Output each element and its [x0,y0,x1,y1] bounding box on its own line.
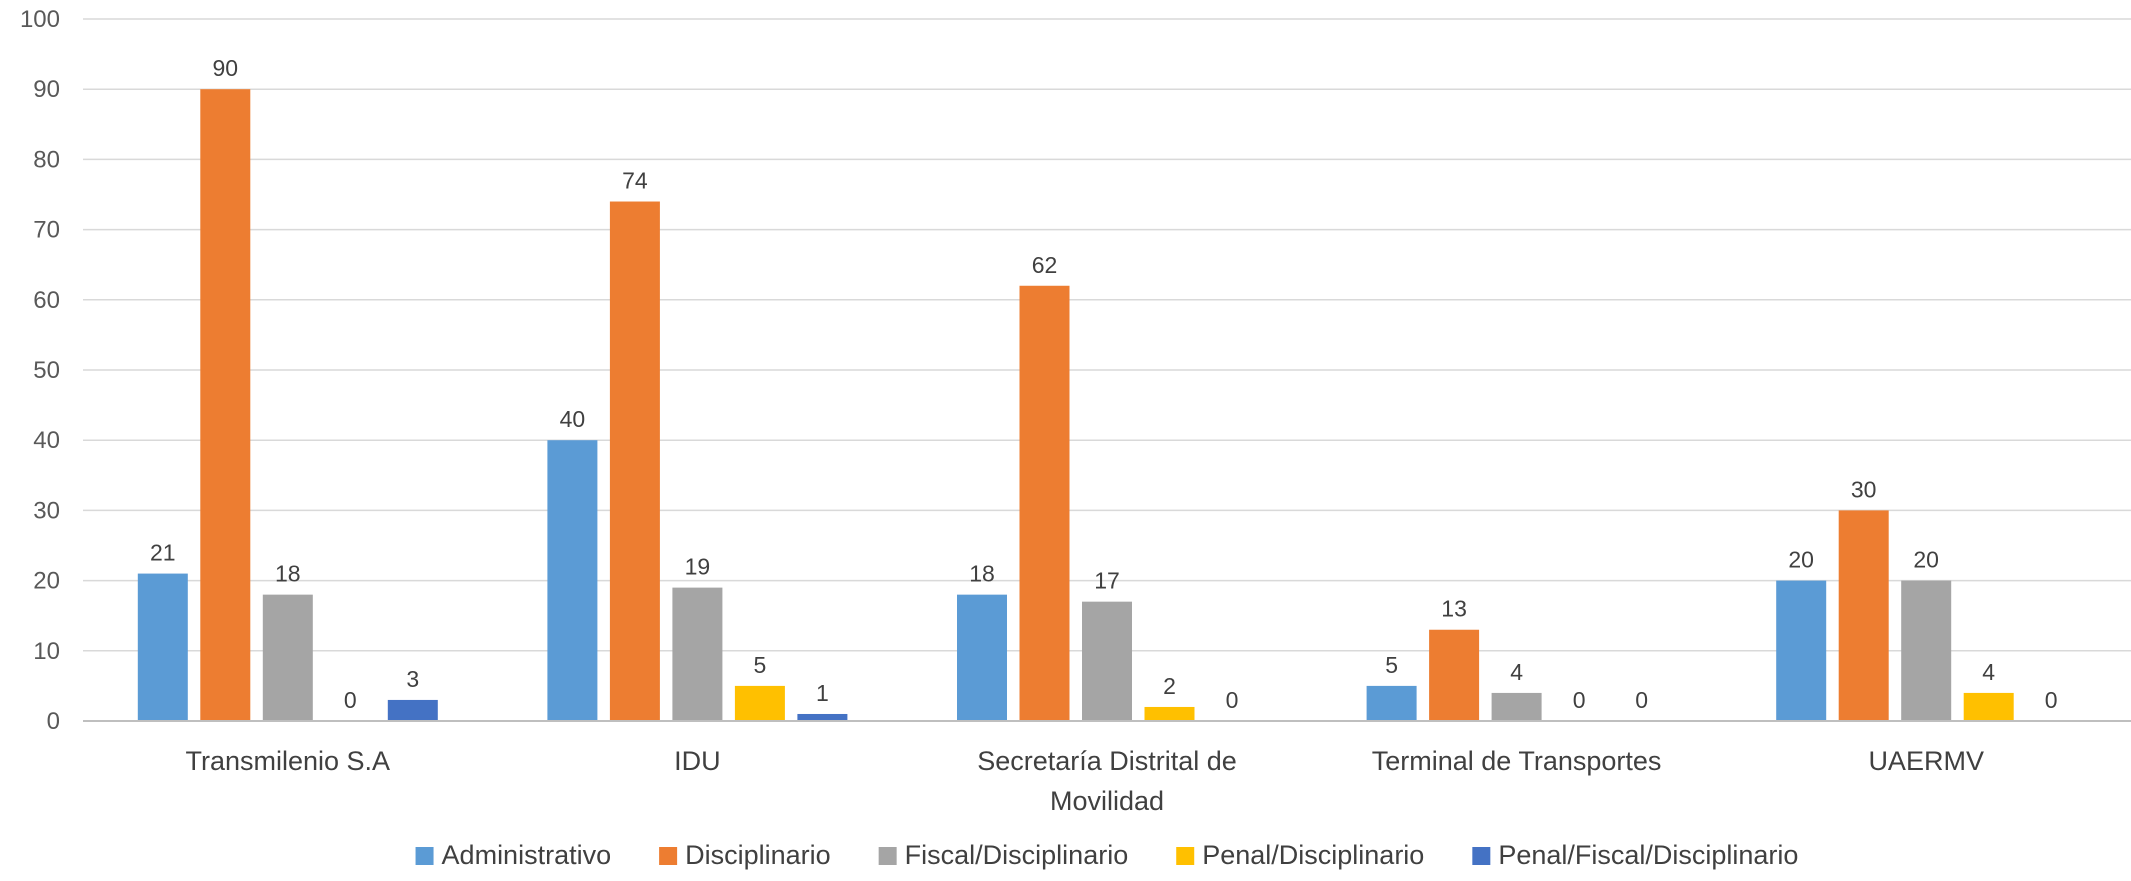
legend-item: Penal/Fiscal/Disciplinario [1472,840,1798,870]
data-label: 5 [754,652,767,678]
legend-label: Disciplinario [685,840,831,870]
bar [262,594,313,721]
legend-item: Penal/Disciplinario [1176,840,1424,870]
y-tick-label: 50 [33,357,60,384]
legend-label: Fiscal/Disciplinario [905,840,1129,870]
data-label: 0 [1226,687,1239,713]
category-label: Secretaría Distrital de [977,746,1237,776]
data-label: 4 [1982,659,1995,685]
y-axis-tick-labels: 0 10 20 30 40 50 60 70 80 90 100 [20,6,60,735]
data-label: 30 [1851,476,1877,502]
data-label: 20 [1913,547,1939,573]
legend-item: Disciplinario [659,840,831,870]
bar [1491,692,1542,721]
bar [609,201,660,721]
bar [1776,580,1827,721]
bar [957,594,1007,721]
bar [672,587,723,721]
bar [137,573,188,721]
data-label: 5 [1385,652,1398,678]
y-tick-label: 90 [33,76,60,103]
bar [1963,692,2014,721]
data-label: 40 [560,406,586,432]
bars [137,89,2014,721]
bar [547,440,598,721]
data-label: 18 [275,561,301,587]
bar [734,685,785,721]
data-label: 0 [2045,687,2058,713]
data-label: 20 [1788,547,1814,573]
bar [797,713,848,721]
y-tick-label: 30 [33,497,60,524]
legend-swatch [415,847,434,865]
data-label: 3 [406,666,419,692]
category-label: IDU [674,746,721,776]
data-label: 0 [344,687,357,713]
legend-swatch [878,847,897,865]
category-label: Movilidad [1050,786,1164,816]
data-label: 13 [1441,596,1467,622]
category-label: Transmilenio S.A [186,746,391,776]
bar [1429,629,1480,721]
data-label: 19 [685,554,711,580]
data-label: 90 [213,55,239,81]
data-label: 2 [1163,673,1176,699]
bar [200,89,251,721]
y-tick-label: 100 [20,6,60,33]
category-label: Terminal de Transportes [1372,746,1662,776]
data-label: 74 [622,168,648,194]
bar [1366,685,1417,721]
data-label: 0 [1573,687,1586,713]
data-label: 0 [1635,687,1648,713]
legend-label: Penal/Disciplinario [1202,840,1424,870]
data-label: 18 [969,561,995,587]
legend: Administrativo Disciplinario Fiscal/Discip… [415,840,1798,870]
legend-swatch [1472,847,1491,865]
legend-label: Administrativo [442,840,612,870]
y-tick-label: 10 [33,638,60,665]
legend-swatch [659,847,678,865]
y-tick-label: 40 [33,427,60,454]
legend-swatch [1176,847,1195,865]
legend-item: Fiscal/Disciplinario [878,840,1129,870]
bar [1019,285,1070,721]
y-tick-label: 0 [47,708,60,735]
data-label: 4 [1510,659,1523,685]
data-label: 17 [1094,568,1120,594]
bar [1838,510,1889,721]
bar [1082,601,1132,721]
bar [1901,580,1952,721]
category-labels: Transmilenio S.A IDU Secretaría Distrital … [186,746,1984,816]
bar [1144,706,1195,721]
y-tick-label: 80 [33,146,60,173]
data-label: 62 [1032,252,1058,278]
legend-label: Penal/Fiscal/Disciplinario [1498,840,1798,870]
bar [387,699,438,721]
data-label: 21 [150,540,176,566]
y-tick-label: 70 [33,217,60,244]
y-tick-label: 60 [33,287,60,314]
legend-item: Administrativo [415,840,612,870]
category-label: UAERMV [1868,746,1984,776]
y-tick-label: 20 [33,568,60,595]
gridlines [83,18,2131,652]
data-label: 1 [816,680,829,706]
